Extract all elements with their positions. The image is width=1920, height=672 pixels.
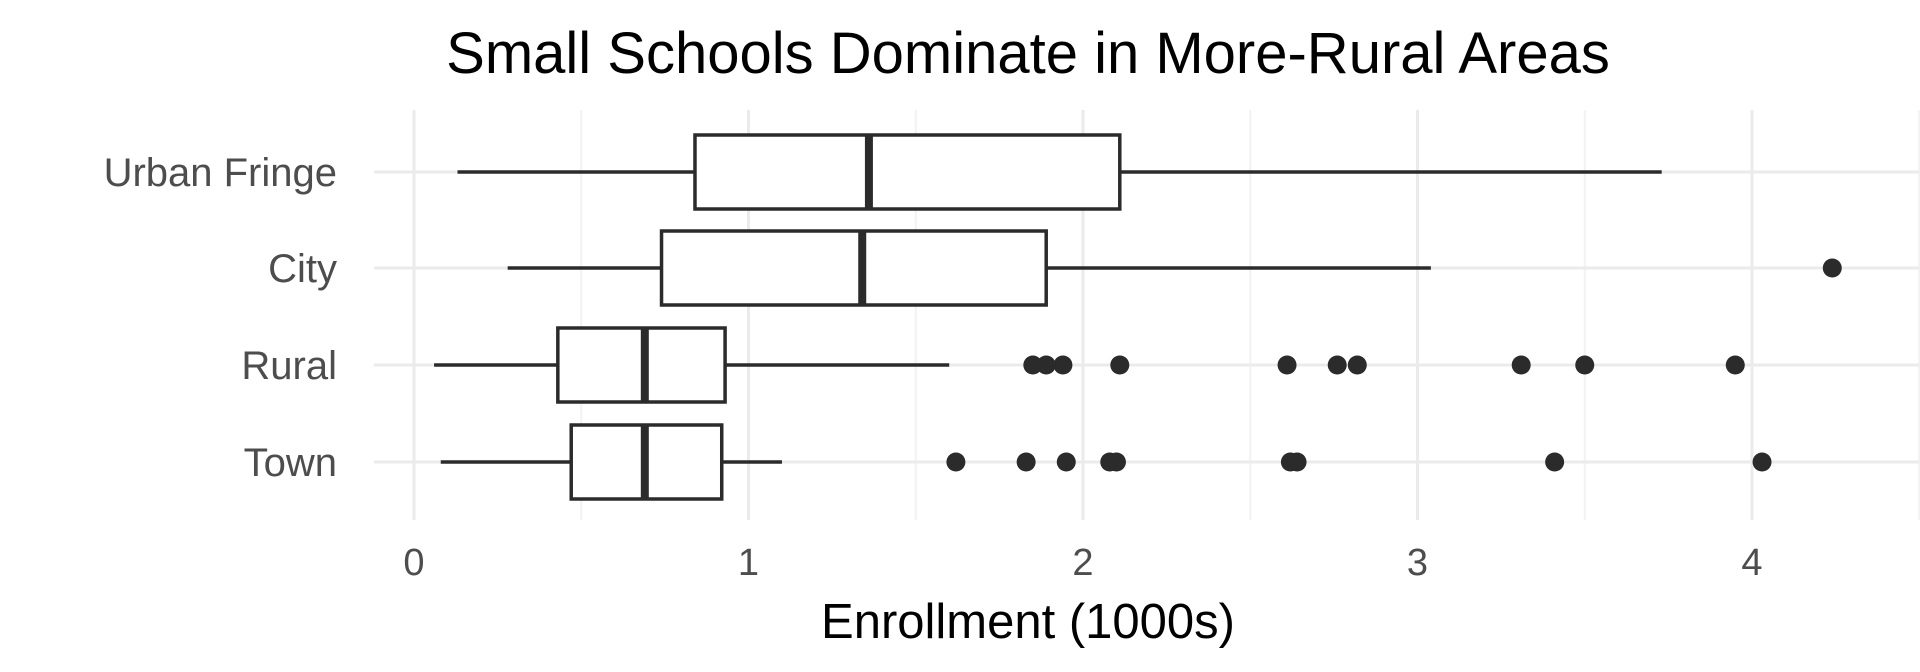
- outlier-point: [1511, 355, 1531, 375]
- outlier-point: [1575, 355, 1595, 375]
- outlier-point: [1110, 355, 1130, 375]
- x-tick-label: 4: [1741, 542, 1762, 584]
- outlier-point: [1822, 258, 1842, 278]
- y-category-label: Urban Fringe: [104, 151, 337, 195]
- outlier-point: [946, 452, 966, 472]
- x-axis-title: Enrollment (1000s): [821, 595, 1235, 649]
- outlier-point: [1106, 452, 1126, 472]
- box-urban-fringe: [457, 133, 1662, 211]
- outlier-point: [1752, 452, 1772, 472]
- x-tick-label: 1: [738, 542, 759, 584]
- box-rural: [434, 326, 1745, 404]
- chart-title: Small Schools Dominate in More-Rural Are…: [446, 21, 1610, 86]
- outlier-point: [1056, 452, 1076, 472]
- box-iqr: [693, 133, 1122, 211]
- outlier-point: [1347, 355, 1367, 375]
- outlier-point: [1053, 355, 1073, 375]
- outlier-point: [1277, 355, 1297, 375]
- boxes: [434, 133, 1842, 501]
- outlier-point: [1023, 355, 1043, 375]
- y-category-label: Rural: [241, 344, 337, 388]
- box-town: [440, 423, 1772, 501]
- outlier-point: [1036, 355, 1056, 375]
- y-category-label: Town: [244, 441, 337, 485]
- outlier-point: [1545, 452, 1565, 472]
- outlier-point: [1287, 452, 1307, 472]
- box-city: [507, 229, 1842, 307]
- outlier-point: [1016, 452, 1036, 472]
- x-tick-label: 3: [1407, 542, 1428, 584]
- x-tick-label: 2: [1072, 542, 1093, 584]
- outlier-point: [1327, 355, 1347, 375]
- axis-labels: 0 1 2 3 4 Urban Fringe City Rural Town: [104, 151, 1763, 584]
- x-tick-label: 0: [403, 542, 424, 584]
- box-iqr: [659, 229, 1048, 307]
- y-category-label: City: [268, 247, 337, 291]
- outlier-point: [1725, 355, 1745, 375]
